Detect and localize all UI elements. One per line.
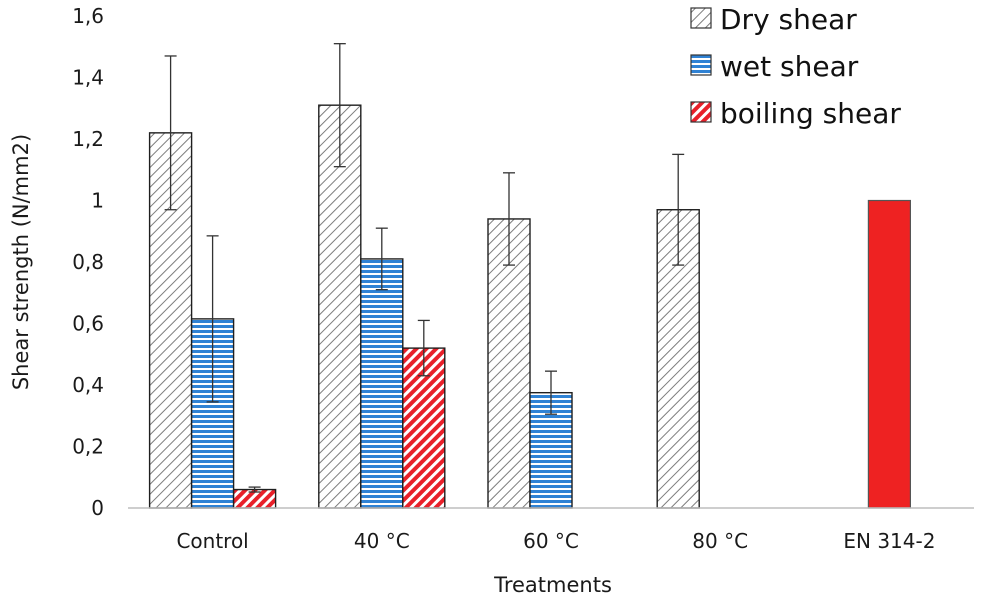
legend-label-dry-shear: Dry shear (720, 3, 857, 36)
legend-label-boiling-shear: boiling shear (720, 97, 901, 130)
bar-dry-shear-40-c (318, 104, 362, 509)
bars (148, 104, 912, 509)
y-tick-label: 0,2 (72, 435, 104, 459)
y-axis-title: Shear strength (N/mm2) (9, 134, 33, 390)
error-bar-boiling-shear-control (248, 486, 261, 493)
y-tick-label: 0 (91, 496, 104, 520)
error-bar-wet-shear-control (206, 235, 219, 403)
y-tick-label: 1,4 (72, 66, 104, 90)
x-tick-label-60-c: 60 °C (523, 529, 579, 553)
x-axis-title: Treatments (493, 573, 612, 597)
legend-item-dry-shear: Dry shear (690, 3, 857, 36)
legend-swatch-wet-shear (690, 54, 712, 76)
legend-swatch-dry-shear (690, 7, 712, 29)
bar-reference-en-314-2 (867, 199, 912, 509)
bar-wet-shear-40-c (360, 258, 404, 509)
error-bar-dry-shear-80-c (672, 153, 685, 266)
legend: Dry shear wet shear boiling shear (690, 3, 901, 130)
legend-label-wet-shear: wet shear (720, 50, 859, 83)
error-bar-dry-shear-60-c (503, 172, 515, 266)
x-tick-label-control: Control (176, 529, 248, 553)
y-axis-ticks: 0 0,2 0,4 0,6 0,8 1 1,2 1,4 1,6 (72, 4, 104, 520)
x-tick-label-en-314-2: EN 314-2 (843, 529, 935, 553)
y-tick-label: 1,2 (72, 127, 104, 151)
legend-item-boiling-shear: boiling shear (690, 97, 901, 130)
y-tick-label: 0,8 (72, 250, 104, 274)
x-tick-label-80-c: 80 °C (692, 529, 748, 553)
y-tick-label: 1,6 (72, 4, 104, 28)
error-bar-dry-shear-control (164, 55, 177, 211)
y-tick-label: 0,4 (72, 373, 104, 397)
legend-swatch-boiling-shear (690, 101, 712, 123)
error-bar-boiling-shear-40-c (417, 319, 430, 377)
y-tick-label: 1 (91, 189, 104, 213)
legend-item-wet-shear: wet shear (690, 50, 859, 83)
y-tick-label: 0,6 (72, 312, 104, 336)
error-bar-wet-shear-40-c (375, 227, 388, 291)
error-bar-dry-shear-40-c (333, 43, 346, 168)
error-bar-wet-shear-60-c (545, 370, 557, 415)
x-axis-ticks: Control 40 °C 60 °C 80 °C EN 314-2 (176, 529, 935, 553)
error-bars (164, 43, 685, 493)
plot-area: 0 0,2 0,4 0,6 0,8 1 1,2 1,4 1,6 Control 40 °C 60 °… (72, 4, 974, 553)
x-tick-label-40-c: 40 °C (354, 529, 410, 553)
